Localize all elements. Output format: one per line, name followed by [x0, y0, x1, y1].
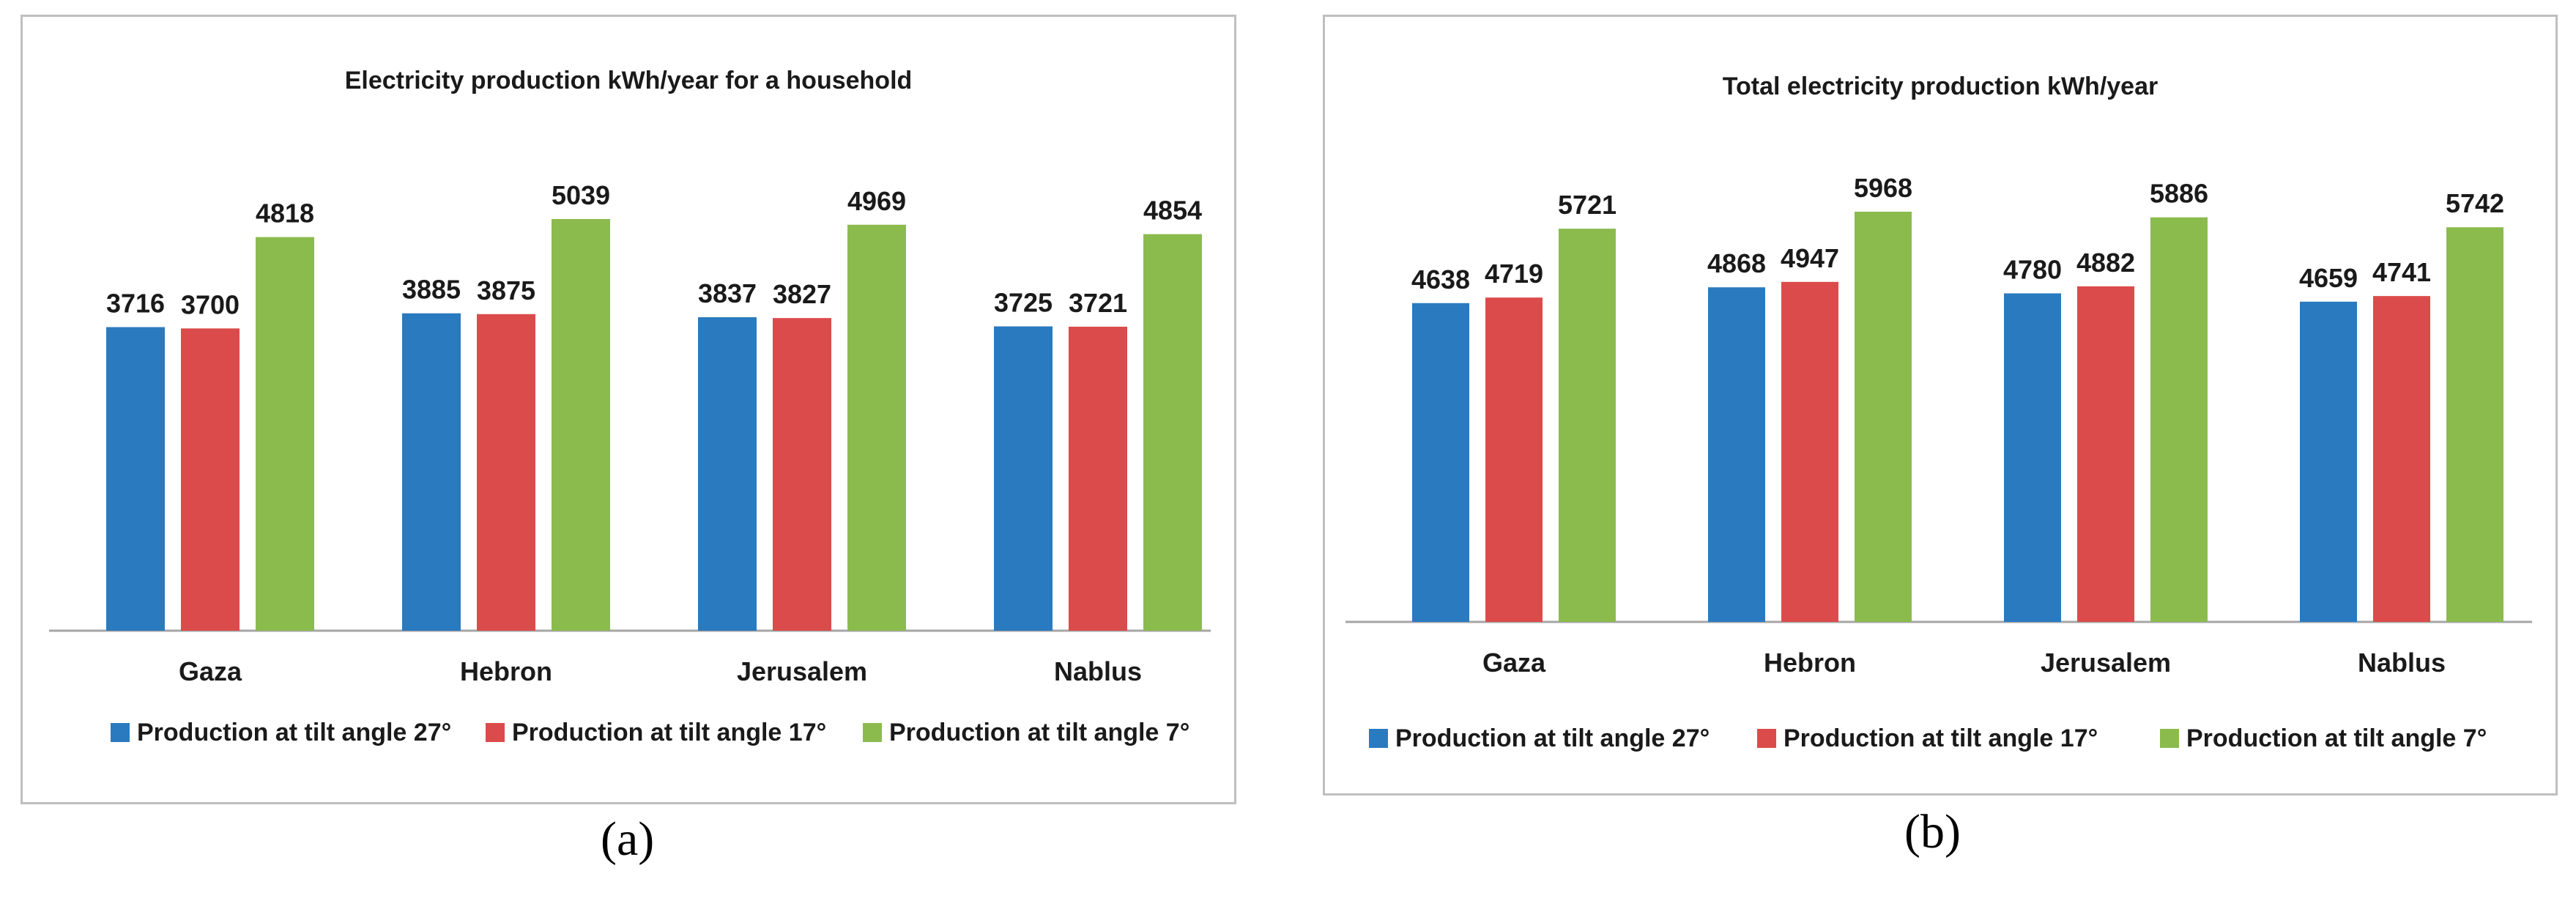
chart-a-data-label: 3700 [181, 289, 240, 319]
chart-b-title: Total electricity production kWh/year [1723, 73, 2159, 100]
chart-b-category-label-jerusalem: Jerusalem [2041, 648, 2171, 678]
chart-a-data-label: 3875 [477, 275, 535, 305]
chart-a-legend-swatch-1 [111, 723, 130, 742]
chart-b-data-label: 4947 [1781, 243, 1839, 273]
chart-a-data-label: 3827 [773, 279, 831, 309]
chart-b-bar-gaza-series3 [1559, 229, 1616, 622]
chart-a-data-label: 3837 [698, 278, 757, 308]
chart-a-legend-swatch-2 [486, 723, 505, 742]
chart-b-bar-jerusalem-series3 [2150, 217, 2208, 623]
chart-a-data-label: 4854 [1143, 196, 1202, 226]
chart-a-bar-gaza-series3 [256, 237, 314, 631]
chart-a-bar-nablus-series3 [1143, 234, 1202, 631]
chart-b-data-label: 4638 [1411, 264, 1470, 294]
chart-a-data-label: 4818 [256, 199, 314, 229]
chart-a-data-label: 3716 [106, 289, 165, 319]
chart-a-data-label: 3721 [1069, 288, 1127, 318]
chart-b-data-label: 5968 [1854, 173, 1912, 203]
chart-b-bar-nablus-series2 [2373, 296, 2430, 622]
chart-a-svg: Electricity production kWh/year for a ho… [49, 67, 1211, 746]
chart-a-bar-nablus-series1 [994, 326, 1053, 631]
chart-a-category-label-hebron: Hebron [460, 656, 552, 686]
chart-a-bar-gaza-series2 [181, 328, 240, 631]
chart-a-bar-gaza-series1 [106, 327, 165, 631]
chart-b-bar-nablus-series1 [2300, 301, 2357, 622]
chart-a-bar-jerusalem-series2 [773, 318, 831, 631]
chart-a-category-label-nablus: Nablus [1054, 656, 1142, 686]
chart-b-bar-hebron-series2 [1781, 281, 1838, 622]
chart-b-bar-hebron-series3 [1855, 212, 1912, 622]
chart-a-data-label: 3725 [994, 288, 1053, 318]
chart-b-data-label: 4868 [1707, 248, 1766, 278]
chart-a-bar-hebron-series2 [477, 314, 535, 631]
chart-b-bar-nablus-series3 [2446, 227, 2503, 622]
chart-b-data-label: 4719 [1485, 259, 1543, 289]
chart-b-data-label: 4741 [2372, 257, 2431, 287]
chart-b-bar-hebron-series1 [1708, 287, 1765, 622]
caption-b: (b) [1904, 805, 1961, 859]
chart-panel-a: Electricity production kWh/year for a ho… [21, 15, 1236, 804]
chart-b-legend-swatch-3 [2160, 729, 2179, 748]
chart-a-data-label: 5039 [552, 180, 610, 210]
chart-b-legend-label-2: Production at tilt angle 17° [1783, 724, 2098, 752]
chart-b-svg: Total electricity production kWh/year 463… [1345, 73, 2532, 752]
chart-b-bar-gaza-series1 [1412, 303, 1469, 622]
chart-b-data-label: 5886 [2150, 179, 2208, 209]
chart-b-legend-swatch-2 [1757, 729, 1776, 748]
chart-b-category-label-hebron: Hebron [1764, 648, 1856, 678]
chart-a-legend-label-1: Production at tilt angle 27° [137, 719, 451, 746]
caption-a: (a) [601, 812, 655, 866]
chart-a-bar-nablus-series2 [1069, 326, 1127, 631]
chart-a-data-label: 3885 [402, 275, 461, 305]
chart-a-title: Electricity production kWh/year for a ho… [345, 67, 913, 94]
chart-a-legend-label-2: Production at tilt angle 17° [512, 719, 826, 746]
chart-b-bar-jerusalem-series2 [2077, 286, 2134, 622]
chart-b-bar-jerusalem-series1 [2004, 293, 2061, 622]
chart-b-category-label-gaza: Gaza [1482, 648, 1546, 678]
chart-b-legend-label-1: Production at tilt angle 27° [1395, 724, 1710, 752]
chart-b-data-label: 4659 [2299, 263, 2358, 293]
chart-b-data-label: 5721 [1558, 190, 1617, 220]
chart-b-data-label: 5742 [2446, 188, 2504, 218]
chart-panel-b: Total electricity production kWh/year 463… [1323, 15, 2558, 796]
chart-b-data-label: 4780 [2003, 254, 2062, 284]
chart-b-legend-swatch-1 [1369, 729, 1388, 748]
chart-a-bar-hebron-series1 [402, 313, 461, 631]
chart-a-category-label-gaza: Gaza [179, 656, 242, 686]
chart-b-data-label: 4882 [2076, 248, 2135, 278]
chart-a-category-label-jerusalem: Jerusalem [737, 656, 867, 686]
chart-b-legend-label-3: Production at tilt angle 7° [2186, 724, 2487, 752]
chart-a-legend-swatch-3 [863, 723, 882, 742]
chart-b-bar-gaza-series2 [1485, 297, 1543, 622]
chart-a-bar-hebron-series3 [552, 219, 610, 631]
chart-a-legend-label-3: Production at tilt angle 7° [889, 719, 1189, 746]
chart-a-data-label: 4969 [847, 186, 906, 216]
chart-a-bar-jerusalem-series3 [847, 224, 906, 631]
chart-b-category-label-nablus: Nablus [2358, 648, 2446, 678]
chart-a-bar-jerusalem-series1 [698, 317, 757, 631]
